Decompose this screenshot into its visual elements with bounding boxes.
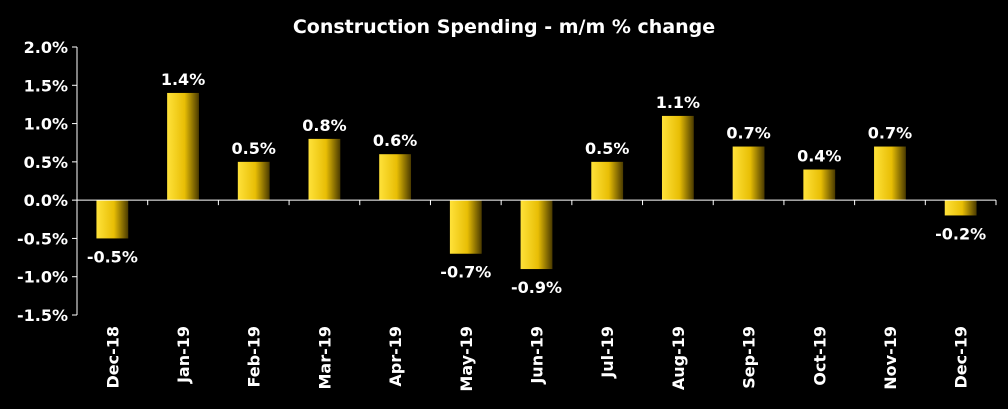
chart-title: Construction Spending - m/m % change [293,16,715,38]
x-tick-label: Nov-19 [881,326,900,390]
x-tick-label: Mar-19 [315,326,334,390]
data-label: -0.9% [511,278,562,297]
data-label: 0.5% [585,139,629,158]
bar-nov-19 [874,146,906,201]
y-tick-label: 1.0% [24,115,68,134]
x-tick-label: Jan-19 [174,326,193,384]
bar-sep-19 [732,146,765,201]
data-label: 0.7% [726,124,770,143]
bar-mar-19 [308,138,341,201]
y-tick-label: 0.0% [24,191,68,210]
x-tick-label: Dec-18 [103,326,122,389]
bar-may-19 [449,200,482,254]
x-tick-label: Oct-19 [810,326,829,386]
x-tick-label: Sep-19 [740,326,759,389]
bar-dec-19 [944,200,977,216]
x-tick-label: Feb-19 [245,326,264,388]
data-label: 1.4% [161,70,205,89]
data-label: 1.1% [656,93,700,112]
bar-jul-19 [591,161,624,201]
data-label: 0.8% [302,116,346,135]
x-axis: Dec-18 Jan-19 Feb-19 Mar-19 Apr-19 May-19 Jun-… [76,199,997,392]
y-tick-label: 1.5% [24,76,68,95]
bar-apr-19 [379,154,412,201]
data-label: 0.4% [797,147,841,166]
data-label: 0.6% [373,131,417,150]
data-label: -0.7% [440,263,491,282]
y-axis: 2.0% 1.5% 1.0% 0.5% 0.0% -0.5% -1.0% -1.5% [17,38,78,325]
y-tick-label: -0.5% [17,229,68,248]
x-tick-label: Jun-19 [528,326,547,385]
data-label: -0.2% [935,224,986,243]
y-tick-label: 2.0% [24,38,68,57]
bar-jan-19 [167,92,199,201]
y-tick-label: -1.5% [17,306,68,325]
x-tick-label: Jul-19 [598,326,617,379]
bar-feb-19 [237,161,270,201]
x-tick-label: Aug-19 [669,326,688,390]
x-tick-label: May-19 [457,326,476,392]
bar-oct-19 [803,169,836,201]
x-tick-label: Dec-19 [952,326,971,389]
data-label: 0.7% [868,124,912,143]
x-tick-label: Apr-19 [386,326,405,387]
bar-jun-19 [520,200,553,270]
y-tick-label: 0.5% [24,153,68,172]
data-label: -0.5% [87,247,138,266]
y-tick-label: -1.0% [17,268,68,287]
bar-dec-18 [96,200,129,239]
data-label: 0.5% [232,139,276,158]
bar-aug-19 [661,115,694,201]
bars-group: -0.5% 1.4% 0.5% 0.8% 0.6% -0.7% -0.9% 0.5% 1.1% 0… [87,70,986,297]
